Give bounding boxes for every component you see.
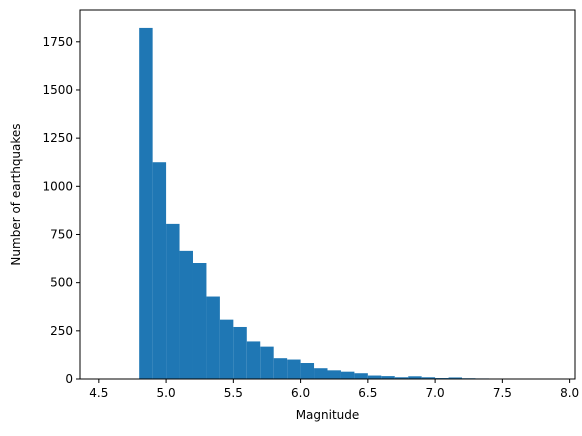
y-axis-ticks: 0 250 500 750 1000 1250 1500 1750 bbox=[42, 35, 80, 386]
x-tick-label: 5.5 bbox=[224, 386, 243, 400]
histogram-bar bbox=[260, 347, 273, 379]
histogram-bar bbox=[193, 263, 206, 379]
histogram-bar bbox=[287, 360, 300, 379]
y-tick-label: 1000 bbox=[42, 179, 73, 193]
histogram-bar bbox=[180, 251, 193, 379]
histogram-bar bbox=[354, 373, 367, 379]
y-tick-label: 250 bbox=[50, 324, 73, 338]
x-tick-label: 5.0 bbox=[157, 386, 176, 400]
y-tick-label: 750 bbox=[50, 227, 73, 241]
histogram-bar bbox=[166, 224, 179, 379]
y-tick-label: 1250 bbox=[42, 131, 73, 145]
histogram-bar bbox=[247, 341, 260, 379]
histogram-bar bbox=[153, 162, 166, 379]
x-tick-label: 6.5 bbox=[358, 386, 377, 400]
x-axis-label: Magnitude bbox=[296, 408, 360, 422]
bars-layer bbox=[139, 28, 556, 379]
histogram-bar bbox=[368, 376, 381, 379]
x-tick-label: 7.0 bbox=[426, 386, 445, 400]
x-tick-label: 6.0 bbox=[291, 386, 310, 400]
x-tick-label: 8.0 bbox=[560, 386, 579, 400]
x-axis-ticks: 4.5 5.0 5.5 6.0 6.5 7.0 7.5 8.0 bbox=[89, 379, 579, 400]
y-tick-label: 1750 bbox=[42, 35, 73, 49]
histogram-bar bbox=[220, 320, 233, 379]
histogram-bar bbox=[139, 28, 152, 379]
histogram-bar bbox=[341, 372, 354, 379]
y-tick-label: 1500 bbox=[42, 83, 73, 97]
histogram-bar bbox=[301, 363, 314, 379]
x-tick-label: 7.5 bbox=[493, 386, 512, 400]
histogram-bar bbox=[274, 358, 287, 379]
y-tick-label: 500 bbox=[50, 276, 73, 290]
histogram-bar bbox=[206, 297, 219, 379]
histogram-bar bbox=[328, 370, 341, 379]
y-axis-label: Number of earthquakes bbox=[9, 123, 23, 265]
histogram-bar bbox=[314, 368, 327, 379]
x-tick-label: 4.5 bbox=[89, 386, 108, 400]
histogram-bar bbox=[233, 327, 246, 379]
y-tick-label: 0 bbox=[65, 372, 73, 386]
